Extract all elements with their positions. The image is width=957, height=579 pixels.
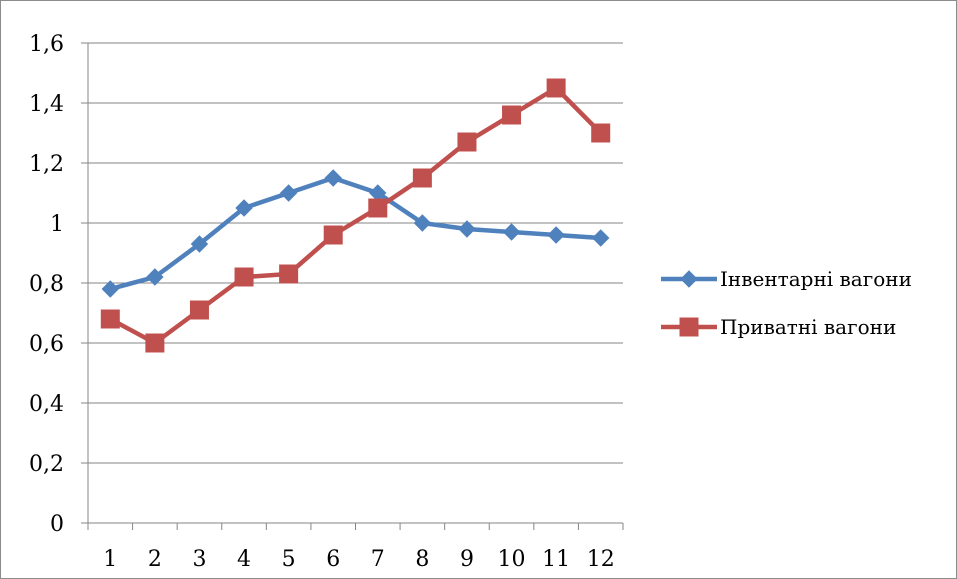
data-point: [146, 268, 164, 286]
x-tick-label: 9: [460, 547, 474, 572]
y-axis-ticks: 0 0,2 0,4 0,6 0,8 1 1,2 1,4 1,6: [29, 32, 88, 537]
data-point: [235, 199, 253, 217]
x-tick-label: 10: [498, 547, 526, 572]
x-tick-label: 4: [237, 547, 251, 572]
data-point: [413, 214, 432, 232]
data-point: [412, 168, 432, 188]
x-tick-label: 5: [282, 547, 296, 572]
data-point: [368, 198, 388, 218]
data-point: [458, 220, 476, 238]
data-point: [100, 309, 120, 329]
series-group: [100, 78, 611, 353]
series-2: [100, 78, 611, 353]
data-point: [234, 267, 254, 287]
x-tick-label: 6: [326, 547, 340, 572]
x-tick-label: 12: [587, 547, 615, 572]
y-tick-label: 0,6: [29, 332, 64, 357]
legend-swatch-marker: [680, 270, 698, 288]
data-point: [591, 123, 611, 143]
data-point: [145, 333, 165, 353]
y-tick-label: 0,2: [29, 452, 64, 477]
data-point: [547, 226, 565, 244]
legend-item: Інвентарні вагони: [661, 267, 912, 291]
legend-label: Приватні вагони: [720, 315, 896, 339]
y-tick-label: 0: [50, 512, 64, 537]
series-line: [109, 175, 601, 292]
x-tick-label: 2: [148, 547, 162, 572]
data-point: [190, 235, 209, 253]
y-tick-label: 1,4: [29, 92, 64, 117]
data-point: [189, 300, 209, 320]
x-axis-ticks: 1 2 3 4 5 6 7 8 9 10 11 12: [87, 523, 624, 572]
data-point: [457, 132, 477, 152]
data-point: [324, 169, 342, 187]
y-tick-label: 1: [50, 212, 64, 237]
y-tick-label: 1,2: [29, 152, 64, 177]
series-1: [101, 169, 610, 298]
legend-item: Приватні вагони: [661, 315, 896, 339]
y-tick-label: 0,8: [29, 272, 64, 297]
data-point: [279, 184, 298, 202]
data-point: [546, 78, 566, 98]
legend: Інвентарні вагони Приватні вагони: [661, 267, 912, 339]
y-tick-label: 1,6: [29, 32, 64, 57]
data-point: [279, 264, 299, 284]
x-tick-label: 7: [371, 547, 385, 572]
data-point: [323, 225, 343, 245]
y-tick-label: 0,4: [29, 392, 64, 417]
x-tick-label: 8: [415, 547, 429, 572]
data-point: [502, 105, 522, 125]
gridlines: [88, 42, 623, 464]
data-point: [592, 229, 610, 247]
x-tick-label: 3: [192, 547, 206, 572]
x-tick-label: 1: [103, 547, 117, 572]
data-point: [502, 223, 521, 241]
legend-label: Інвентарні вагони: [720, 267, 912, 291]
x-tick-label: 11: [542, 547, 570, 572]
legend-swatch-marker: [679, 317, 699, 337]
data-point: [101, 280, 119, 298]
series-line: [109, 85, 603, 346]
